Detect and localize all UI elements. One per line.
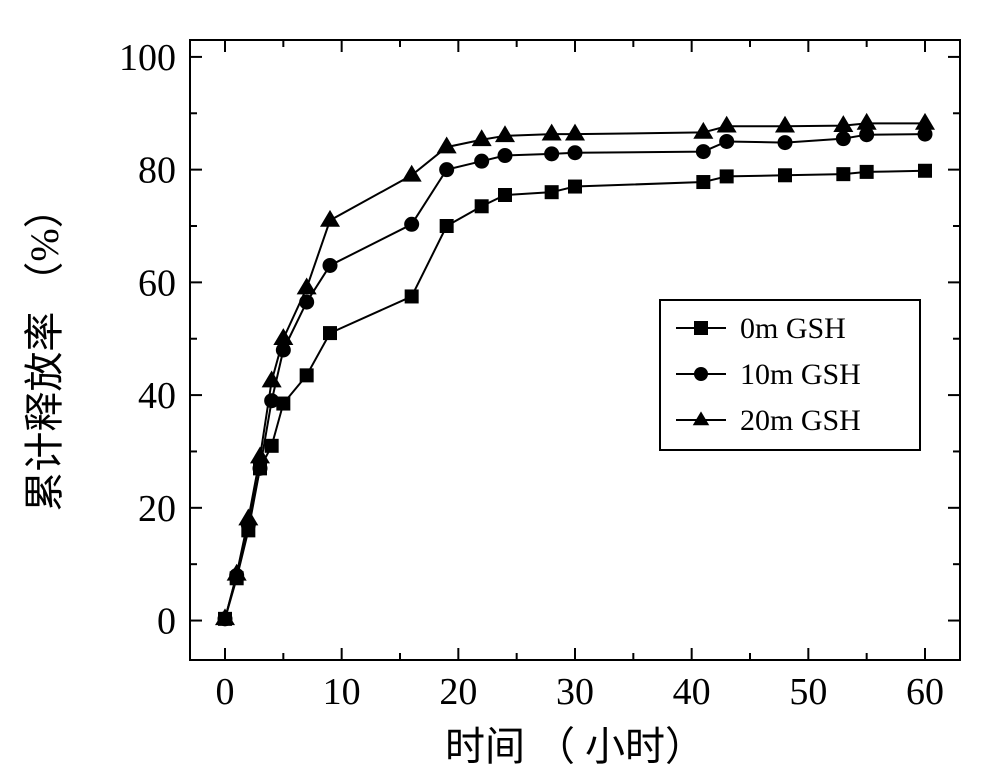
x-axis-label: 时间 （ 小时） [445, 724, 705, 769]
y-tick-label: 20 [138, 488, 176, 530]
marker-triangle [297, 277, 317, 294]
marker-circle [719, 134, 734, 149]
legend-label: 10m GSH [740, 358, 861, 391]
x-tick-label: 20 [439, 671, 477, 713]
marker-circle [299, 295, 314, 310]
marker-square [440, 219, 454, 233]
marker-circle [778, 135, 793, 150]
marker-square [860, 165, 874, 179]
release-chart: 0 10 20 30 40 50 60 0 20 40 60 80 100 时间 （ 小时） 累计释放率 （… [0, 0, 1000, 779]
marker-square [918, 164, 932, 178]
x-tick-label: 10 [323, 671, 361, 713]
marker-square [498, 188, 512, 202]
x-tick-label: 30 [556, 671, 594, 713]
marker-circle [568, 145, 583, 160]
marker-circle [404, 217, 419, 232]
x-tick-label: 60 [906, 671, 944, 713]
y-axis-label: 累计释放率 （%） [22, 188, 67, 511]
marker-circle [544, 146, 559, 161]
marker-circle [439, 162, 454, 177]
marker-triangle [238, 509, 258, 526]
marker-square [475, 199, 489, 213]
marker-triangle [775, 116, 795, 133]
marker-triangle [833, 115, 853, 132]
x-tick-label: 50 [789, 671, 827, 713]
marker-triangle [717, 116, 737, 133]
marker-circle [323, 258, 338, 273]
legend-label: 0m GSH [740, 312, 846, 345]
marker-triangle [402, 165, 422, 182]
marker-circle [694, 367, 708, 381]
marker-circle [836, 131, 851, 146]
marker-triangle [857, 113, 877, 130]
y-tick-label: 60 [138, 262, 176, 304]
marker-square [720, 169, 734, 183]
marker-triangle [565, 124, 585, 141]
y-tick-label: 80 [138, 150, 176, 192]
chart-container: 0 10 20 30 40 50 60 0 20 40 60 80 100 时间 （ 小时） 累计释放率 （… [0, 0, 1000, 779]
marker-triangle [915, 113, 935, 130]
marker-circle [264, 393, 279, 408]
marker-triangle [542, 124, 562, 141]
marker-circle [498, 148, 513, 163]
marker-square [300, 368, 314, 382]
legend-label: 20m GSH [740, 404, 861, 437]
y-tick-label: 100 [119, 37, 176, 79]
marker-square [836, 167, 850, 181]
marker-square [405, 289, 419, 303]
marker-square [568, 180, 582, 194]
y-tick-label: 0 [157, 601, 176, 643]
marker-square [694, 321, 708, 335]
marker-square [778, 168, 792, 182]
marker-square [265, 439, 279, 453]
x-tick-label: 40 [673, 671, 711, 713]
y-tick-label: 40 [138, 375, 176, 417]
marker-circle [474, 154, 489, 169]
marker-triangle [227, 564, 247, 581]
x-tick-label: 0 [216, 671, 235, 713]
marker-square [323, 326, 337, 340]
marker-square [545, 185, 559, 199]
marker-circle [696, 144, 711, 159]
marker-triangle [320, 210, 340, 227]
marker-triangle [495, 125, 515, 142]
marker-square [696, 175, 710, 189]
